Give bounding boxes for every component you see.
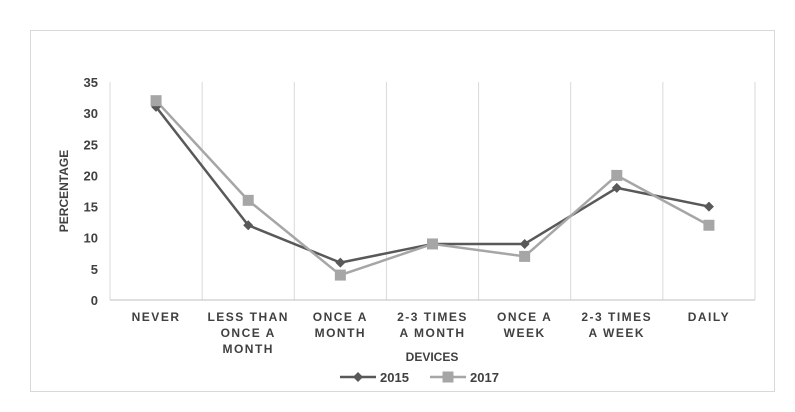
x-category-label: 2-3 TIMES <box>581 310 652 324</box>
data-point-2015 <box>703 201 714 212</box>
x-category-label: MONTH <box>222 342 274 356</box>
data-point-2015 <box>335 257 346 268</box>
x-category-label: WEEK <box>504 326 546 340</box>
x-axis-title: DEVICES <box>406 350 459 364</box>
data-point-2017 <box>519 250 531 262</box>
x-category-labels: NEVER LESS THAN ONCE A MONTH ONCE A MONTH 2-3 … <box>132 310 730 356</box>
data-point-2017 <box>427 238 438 250</box>
data-point-2015 <box>611 182 622 193</box>
legend-label-2015: 2015 <box>380 370 409 385</box>
data-point-2017 <box>703 219 715 231</box>
x-category-label: DAILY <box>688 310 730 324</box>
y-tick-label: 15 <box>84 200 98 215</box>
x-category-label: A WEEK <box>589 326 646 340</box>
y-tick-label: 35 <box>84 75 98 90</box>
x-category-label: ONCE A <box>221 326 276 340</box>
x-category-label: 2-3 TIMES <box>397 310 468 324</box>
x-category-label: LESS THAN <box>207 310 289 324</box>
data-point-2017 <box>611 169 623 181</box>
y-tick-label: 20 <box>84 168 98 183</box>
data-point-2017 <box>334 269 346 281</box>
y-axis-title: PERCENTAGE <box>57 150 71 232</box>
y-tick-label: 25 <box>84 137 98 152</box>
series-markers <box>150 95 715 281</box>
y-tick-label: 10 <box>84 231 98 246</box>
x-category-label: ONCE A <box>313 310 368 324</box>
x-category-label: MONTH <box>315 326 367 340</box>
x-category-label: NEVER <box>132 310 181 324</box>
chart-frame <box>30 30 775 392</box>
data-point-2015 <box>243 220 254 231</box>
data-point-2017 <box>242 194 254 206</box>
y-tick-label: 5 <box>91 262 98 277</box>
legend-marker-2017 <box>442 371 454 383</box>
data-point-2015 <box>519 238 530 249</box>
data-point-2017 <box>150 95 162 107</box>
legend: 2015 2017 <box>340 370 499 385</box>
x-category-label: ONCE A <box>497 310 552 324</box>
gridlines <box>109 82 756 300</box>
y-tick-label: 0 <box>91 293 98 308</box>
legend-marker-2015 <box>353 372 363 382</box>
y-tick-labels: 0 5 10 15 20 25 30 35 <box>84 75 98 308</box>
y-tick-label: 30 <box>84 106 98 121</box>
legend-label-2017: 2017 <box>470 370 499 385</box>
x-category-label: A MONTH <box>399 326 465 340</box>
